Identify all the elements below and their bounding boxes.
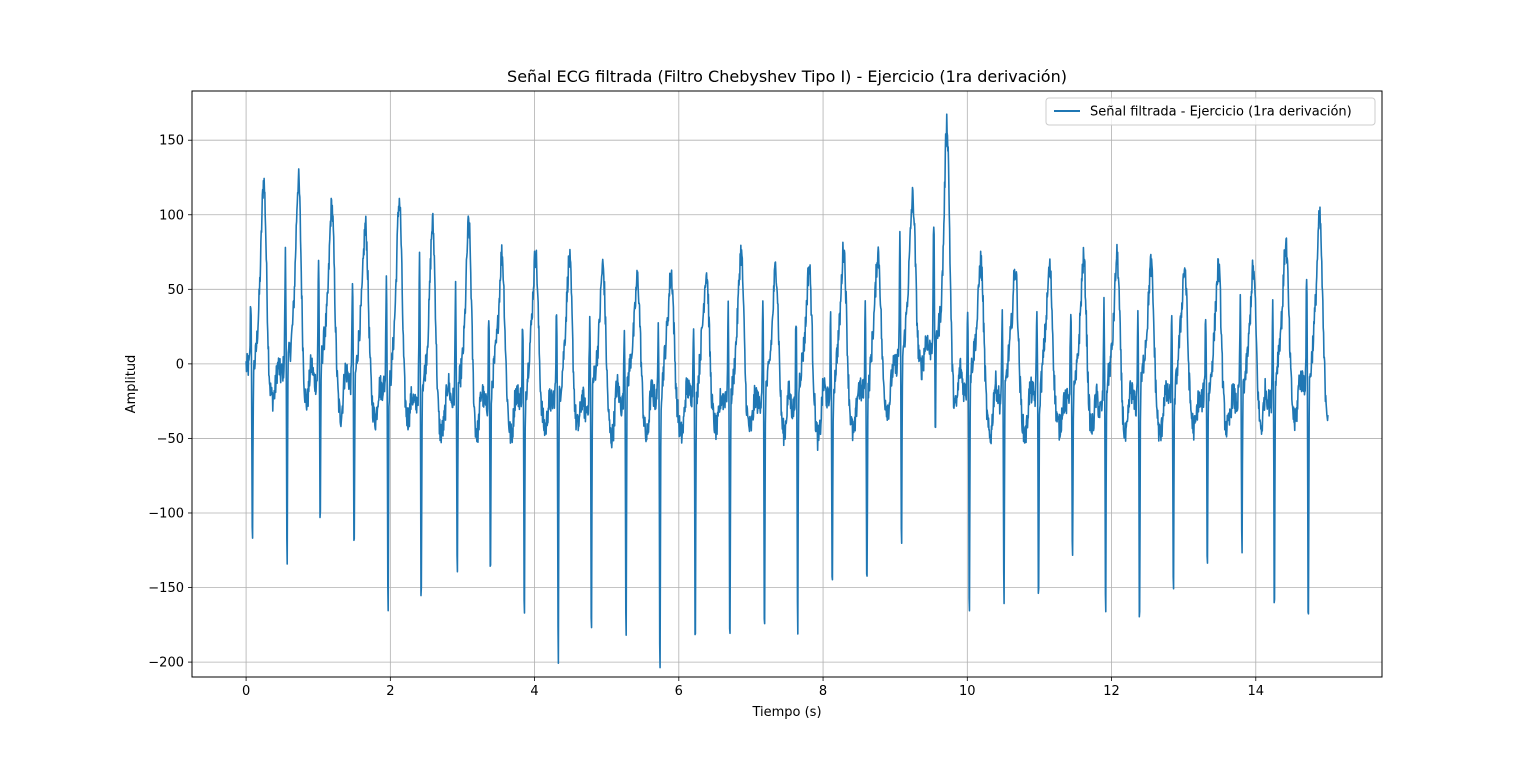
y-tick-label: −150 <box>148 581 184 596</box>
y-tick-label: 0 <box>176 357 184 372</box>
grid <box>192 91 1382 677</box>
x-tick-label: 14 <box>1248 684 1265 699</box>
chart-title: Señal ECG filtrada (Filtro Chebyshev Tip… <box>507 67 1067 86</box>
x-tick-label: 0 <box>242 684 250 699</box>
x-axis-label: Tiempo (s) <box>751 705 821 720</box>
series-layer <box>245 113 1329 669</box>
y-axis-label: Amplitud <box>124 355 139 414</box>
y-tick-label: −100 <box>148 506 184 521</box>
y-tick-label: 50 <box>167 283 184 298</box>
y-axis-ticks: −200 −150 −100 −50 0 50 100 150 <box>148 134 192 671</box>
ecg-series-line <box>245 113 1329 669</box>
y-tick-label: 100 <box>159 208 184 223</box>
x-tick-label: 10 <box>959 684 976 699</box>
y-tick-label: −200 <box>148 656 184 671</box>
x-tick-label: 2 <box>386 684 394 699</box>
legend: Señal filtrada - Ejercicio (1ra derivaci… <box>1045 97 1376 126</box>
plot-area-frame <box>191 90 1383 678</box>
y-tick-label: −50 <box>157 432 184 447</box>
x-axis-ticks: 0 2 4 6 8 10 12 14 <box>242 677 1264 699</box>
legend-box <box>1045 97 1376 126</box>
legend-entry-label: Señal filtrada - Ejercicio (1ra derivaci… <box>1090 105 1352 120</box>
x-tick-label: 4 <box>530 684 538 699</box>
x-tick-label: 8 <box>819 684 827 699</box>
x-tick-label: 12 <box>1103 684 1120 699</box>
y-tick-label: 150 <box>159 134 184 149</box>
x-tick-label: 6 <box>675 684 683 699</box>
